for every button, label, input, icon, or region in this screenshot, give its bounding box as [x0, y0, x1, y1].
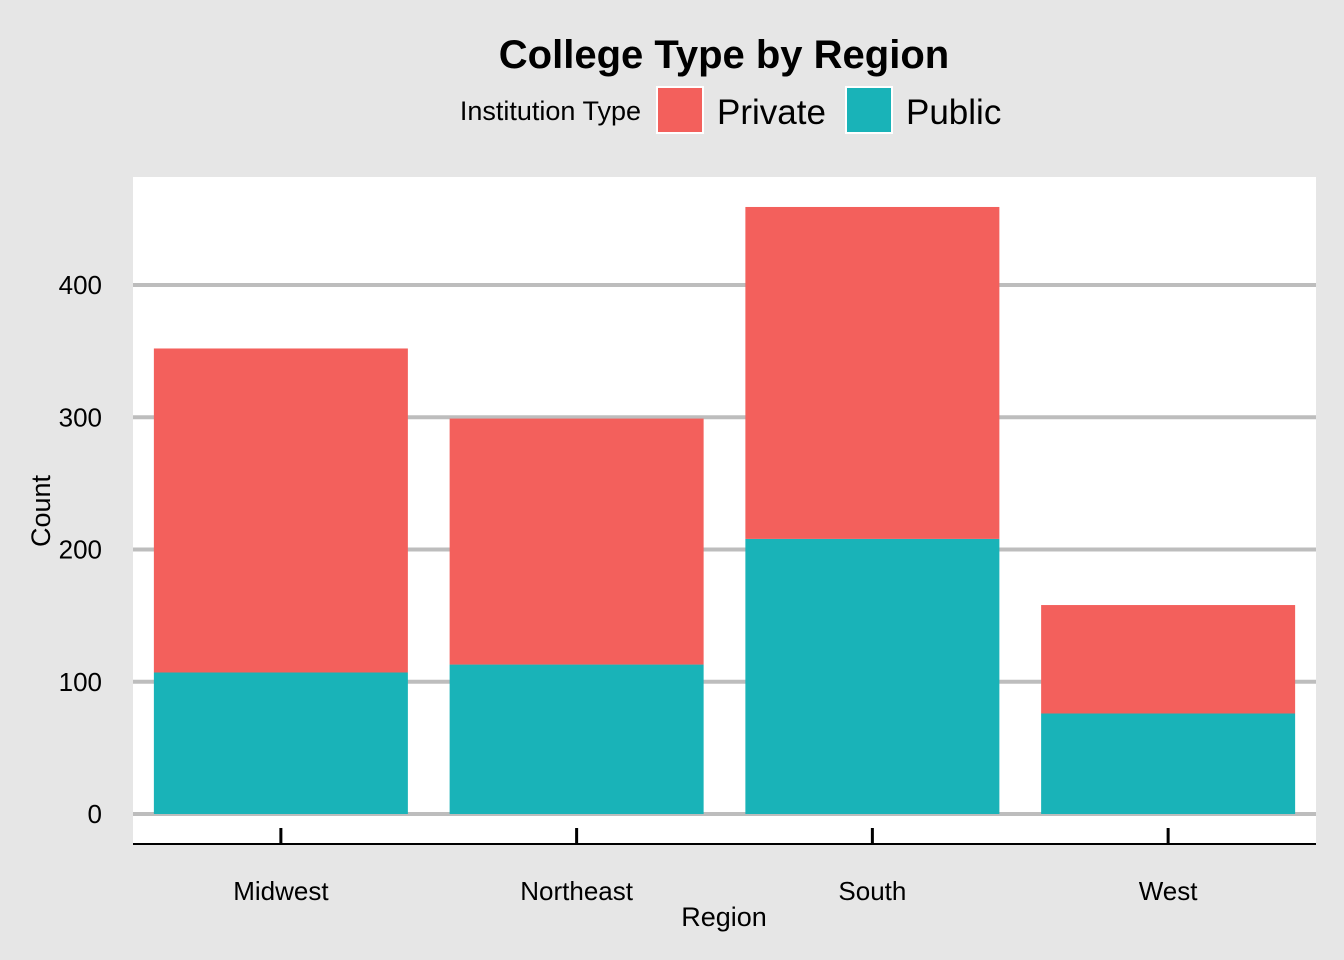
- legend-title: Institution Type: [460, 96, 641, 126]
- bar-northeast-private: [449, 418, 704, 665]
- x-tick-label-midwest: Midwest: [233, 876, 329, 906]
- y-tick-label-100: 100: [59, 667, 102, 697]
- x-axis-title: Region: [681, 902, 767, 932]
- y-tick-label-0: 0: [88, 799, 102, 829]
- y-axis-title: Count: [26, 474, 56, 547]
- legend: Private Public: [656, 86, 1001, 134]
- legend-label-private: Private: [717, 93, 826, 132]
- y-tick-label-300: 300: [59, 402, 102, 432]
- bars: [153, 206, 1296, 814]
- bar-midwest-private: [153, 348, 408, 673]
- y-tick-label-400: 400: [59, 270, 102, 300]
- x-axis: Midwest Northeast South West: [133, 828, 1316, 906]
- bar-northeast-public: [449, 664, 704, 814]
- bar-south-public: [745, 538, 1000, 814]
- x-tick-label-south: South: [838, 876, 906, 906]
- x-tick-label-west: West: [1139, 876, 1199, 906]
- bar-west-private: [1041, 605, 1296, 714]
- y-tick-label-200: 200: [59, 535, 102, 565]
- bar-south-private: [745, 206, 1000, 539]
- bar-midwest-public: [153, 672, 408, 814]
- x-tick-label-northeast: Northeast: [520, 876, 633, 906]
- legend-label-public: Public: [906, 93, 1001, 132]
- chart-title: College Type by Region: [499, 33, 949, 77]
- y-axis-tick-labels: 0 100 200 300 400: [59, 270, 102, 829]
- bar-west-public: [1041, 713, 1296, 814]
- legend-swatch-private: [656, 86, 704, 134]
- legend-swatch-public: [845, 86, 893, 134]
